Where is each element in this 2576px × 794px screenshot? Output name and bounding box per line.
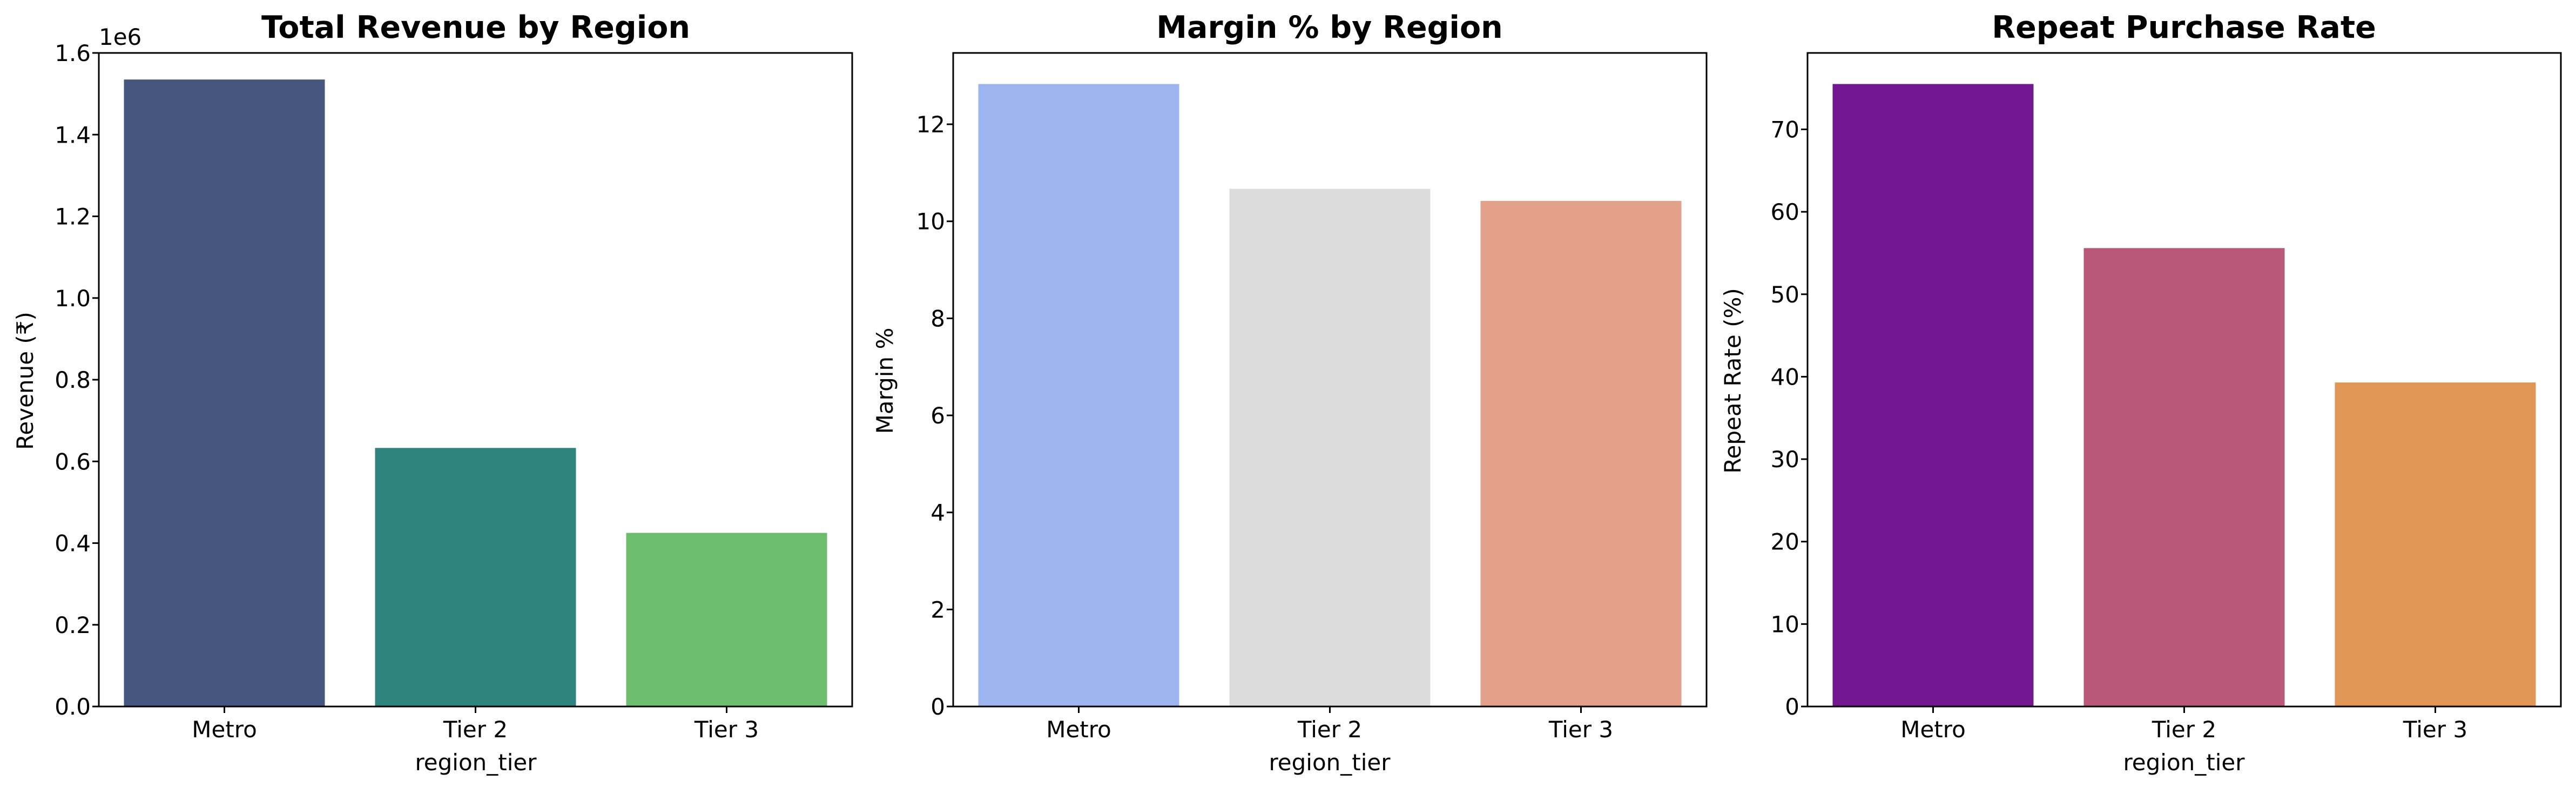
bar-tier-2 — [2083, 248, 2285, 706]
y-axis-label: Margin % — [872, 328, 898, 434]
y-tick-label: 0.6 — [55, 448, 91, 475]
y-tick-label: 70 — [1771, 116, 1799, 143]
chart-title: Margin % by Region — [1156, 10, 1502, 45]
y-tick-label: 0 — [1785, 694, 1799, 720]
y-tick-label: 20 — [1771, 529, 1799, 555]
bar-metro — [124, 79, 325, 707]
y-tick-label: 10 — [916, 208, 945, 235]
y-tick-label: 0.0 — [55, 694, 91, 720]
y-tick-label: 0.2 — [55, 612, 91, 638]
y-axis-label: Repeat Rate (%) — [1719, 288, 1746, 474]
bar-tier-3 — [626, 533, 827, 706]
revenue-panel: Total Revenue by Region 1e6 region_tier … — [12, 10, 853, 776]
y-tick-label: 1.4 — [55, 122, 91, 148]
y-tick-label: 1.0 — [55, 285, 91, 312]
y-tick-label: 4 — [930, 500, 945, 526]
x-tick-label: Metro — [1900, 716, 1966, 743]
x-tick-label: Tier 2 — [2152, 716, 2216, 743]
y-tick-label: 60 — [1771, 199, 1799, 225]
x-tick-label: Tier 2 — [1297, 716, 1362, 743]
y-tick-label: 12 — [916, 111, 945, 138]
x-tick-label: Metro — [1046, 716, 1111, 743]
x-axis-label: region_tier — [2123, 749, 2245, 776]
chart-title: Repeat Purchase Rate — [1992, 10, 2376, 45]
y-tick-label: 0.8 — [55, 367, 91, 393]
x-tick-label: Tier 3 — [694, 716, 759, 743]
bar-tier-3 — [2335, 382, 2536, 706]
bar-tier-2 — [1229, 189, 1431, 706]
x-tick-label: Metro — [192, 716, 257, 743]
chart-title: Total Revenue by Region — [261, 10, 690, 45]
x-tick-label: Tier 2 — [443, 716, 508, 743]
bar-metro — [1832, 84, 2034, 706]
y-axis-label: Revenue (₹) — [12, 312, 38, 450]
bar-tier-3 — [1480, 201, 1682, 706]
x-tick-label: Tier 3 — [2403, 716, 2467, 743]
bar-metro — [978, 84, 1179, 706]
y-tick-label: 0 — [930, 694, 945, 720]
y-tick-label: 10 — [1771, 611, 1799, 637]
x-tick-label: Tier 3 — [1548, 716, 1613, 743]
repeat-rate-panel: Repeat Purchase Rate region_tier Repeat … — [1719, 10, 2562, 776]
y-tick-label: 1.6 — [55, 40, 91, 66]
axis-offset-label: 1e6 — [99, 24, 141, 50]
y-tick-label: 30 — [1771, 446, 1799, 473]
x-axis-label: region_tier — [415, 749, 537, 776]
bar-tier-2 — [375, 448, 576, 706]
y-tick-label: 40 — [1771, 364, 1799, 390]
y-tick-label: 0.4 — [55, 530, 91, 557]
y-tick-label: 8 — [930, 305, 945, 332]
y-tick-label: 50 — [1771, 281, 1799, 308]
y-tick-label: 2 — [930, 596, 945, 623]
y-tick-label: 1.2 — [55, 204, 91, 230]
y-tick-label: 6 — [930, 402, 945, 429]
margin-panel: Margin % by Region region_tier Margin % … — [872, 10, 1708, 776]
x-axis-label: region_tier — [1269, 749, 1391, 776]
